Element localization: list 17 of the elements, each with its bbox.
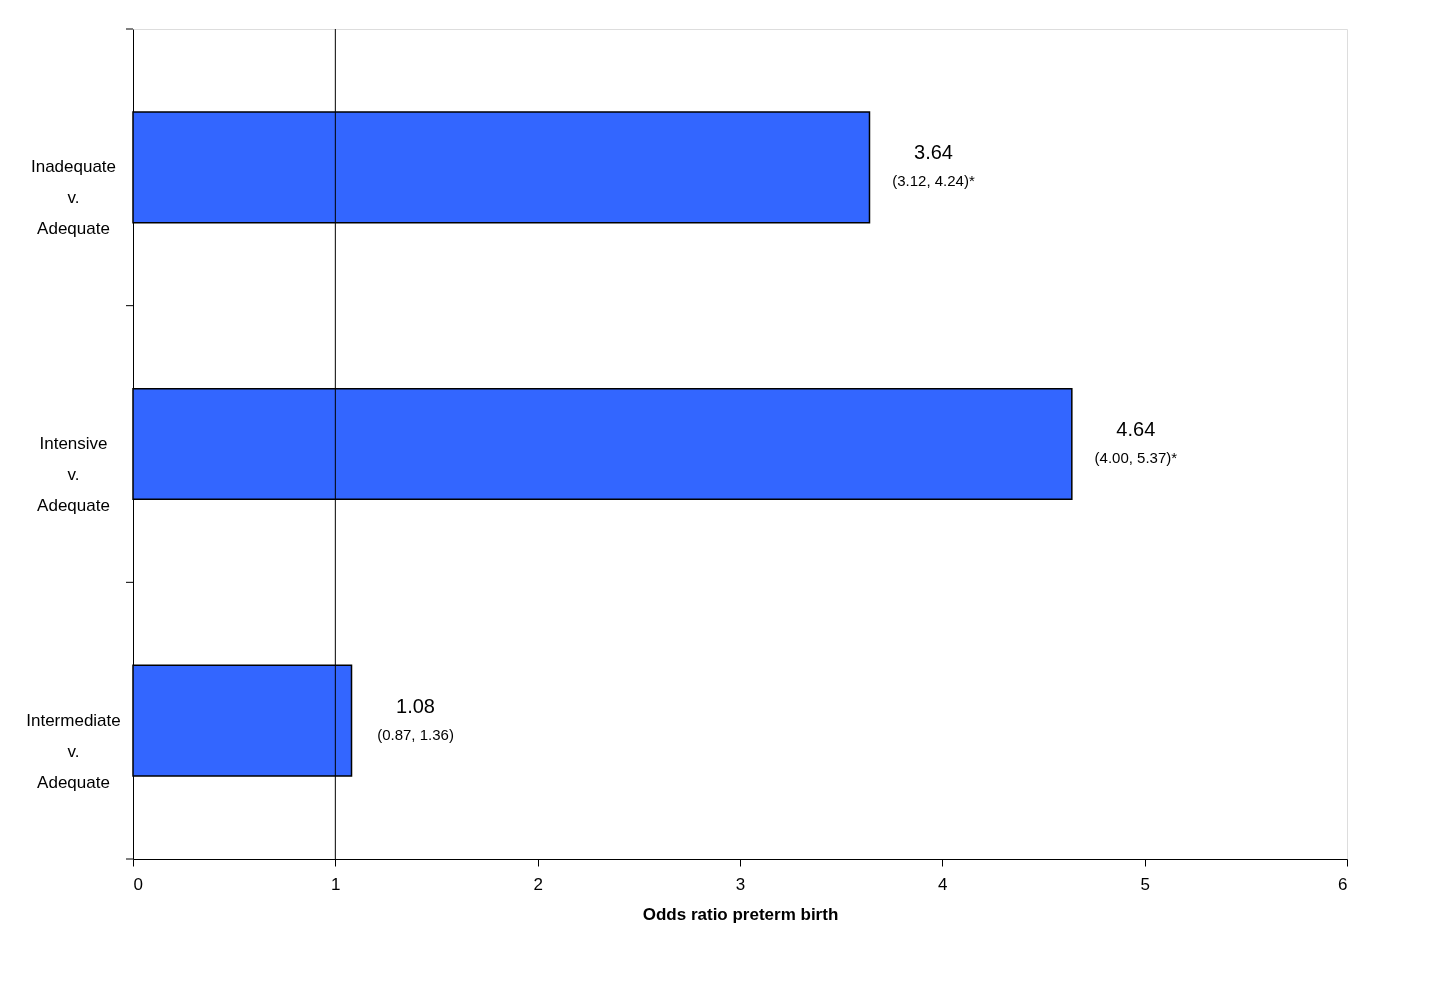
y-tick-label: Intensive v. Adequate bbox=[37, 434, 110, 515]
data-label: 4.64 bbox=[1116, 418, 1156, 440]
x-tick-label: 0 bbox=[133, 874, 143, 894]
data-label: 1.08 bbox=[396, 694, 435, 717]
y-tick-label: Inadequate v. Adequate bbox=[30, 157, 117, 239]
x-tick-label: 2 bbox=[533, 874, 543, 894]
x-axis-title: Odds ratio preterm birth bbox=[642, 904, 839, 924]
x-tick-label: 3 bbox=[735, 874, 746, 894]
annotation: (0.87, 1.36) bbox=[377, 725, 454, 743]
y-tick-label: Intermediate v. Adequate bbox=[26, 710, 121, 792]
x-tick-label: 5 bbox=[1140, 874, 1150, 894]
annotation: (3.12, 4.24)* bbox=[892, 172, 975, 190]
data-label: 3.64 bbox=[914, 141, 953, 164]
x-tick-label: 4 bbox=[938, 874, 948, 894]
x-tick-label: 1 bbox=[331, 874, 341, 894]
x-tick-label: 6 bbox=[1338, 874, 1348, 894]
annotation: (4.00, 5.37)* bbox=[1094, 449, 1178, 466]
